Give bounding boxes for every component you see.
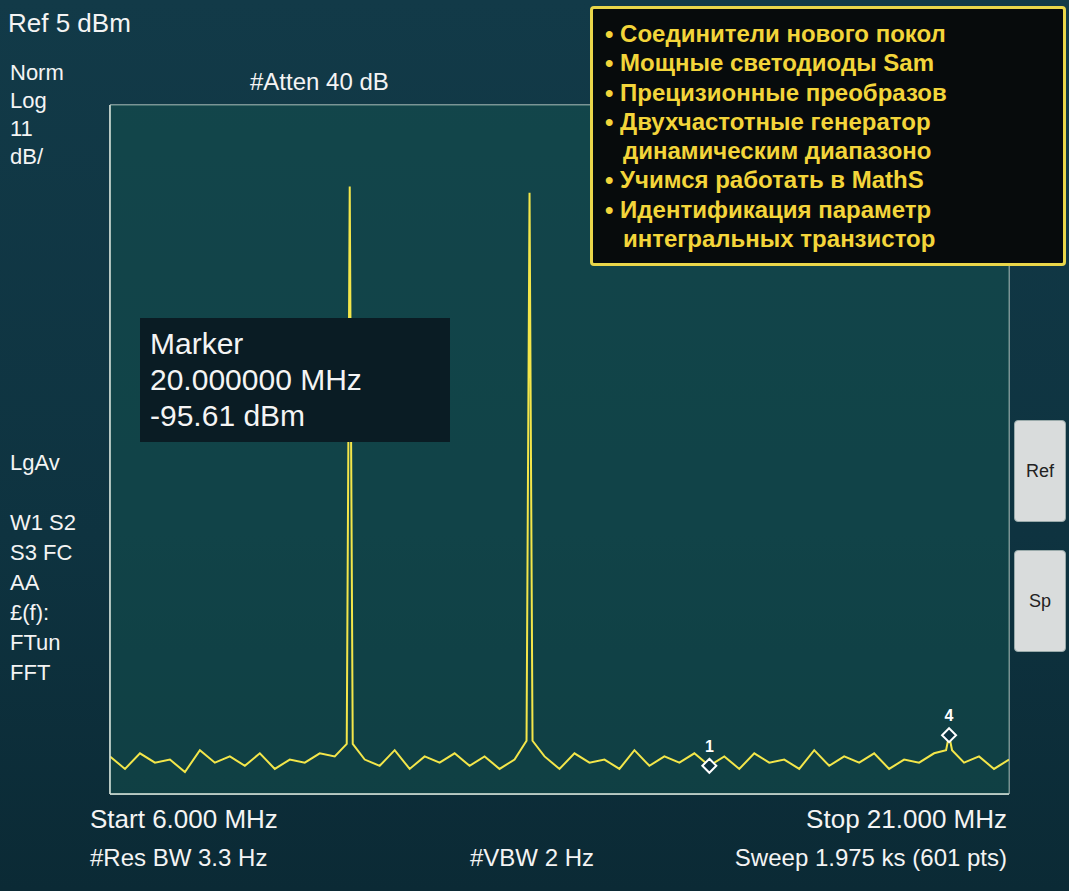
html-text:#VBW 2 Hz: #VBW 2 Hz <box>470 844 594 871</box>
html-text:#Atten 40 dB: #Atten 40 dB <box>250 68 389 95</box>
html-text:Norm: Norm <box>10 60 64 85</box>
html-text:• Прецизионные преобразов: • Прецизионные преобразов <box>605 78 947 106</box>
html-text:-95.61 dBm: -95.61 dBm <box>150 399 306 432</box>
html-text:Start 6.000 MHz: Start 6.000 MHz <box>90 804 278 834</box>
svg-text:1: 1 <box>705 738 714 755</box>
html-text:• Двухчастотные генератор: • Двухчастотные генератор <box>605 107 931 135</box>
html-text:20.000000 MHz: 20.000000 MHz <box>150 363 362 396</box>
html-text:• Учимся работать в MathS: • Учимся работать в MathS <box>605 166 924 194</box>
html-text:Sp: Sp <box>1029 590 1051 611</box>
html-text:Ref: Ref <box>1026 460 1054 481</box>
html-text:Ref 5 dBm: Ref 5 dBm <box>8 8 131 38</box>
html-text:AA: AA <box>10 570 40 595</box>
html-text:11: 11 <box>10 116 33 141</box>
html-text:LgAv: LgAv <box>10 450 60 475</box>
html-text:Log: Log <box>10 88 47 113</box>
html-text:£(f):: £(f): <box>10 600 50 625</box>
html-text:FFT: FFT <box>10 660 51 685</box>
html-text:• Соединители нового покол: • Соединители нового покол <box>605 20 946 47</box>
html-text:динамическим диапазоно: динамическим диапазоно <box>623 137 932 165</box>
html-text:• Мощные светодиоды Sam: • Мощные светодиоды Sam <box>605 49 934 77</box>
html-text:#Res BW 3.3 Hz: #Res BW 3.3 Hz <box>90 844 268 871</box>
html-text:W1 S2: W1 S2 <box>10 510 76 535</box>
html-text:dB/: dB/ <box>10 144 43 169</box>
html-text:Sweep 1.975 ks (601 pts): Sweep 1.975 ks (601 pts) <box>734 844 1007 871</box>
html-text:интегральных транзистор: интегральных транзистор <box>623 224 936 252</box>
html-text:S3 FC: S3 FC <box>10 540 73 565</box>
svg-text:4: 4 <box>945 707 954 724</box>
html-text:FTun: FTun <box>10 630 61 655</box>
html-text:• Идентификация параметр: • Идентификация параметр <box>605 195 932 223</box>
html-text:Stop 21.000 MHz: Stop 21.000 MHz <box>806 804 1007 834</box>
html-text:Marker: Marker <box>150 327 244 360</box>
